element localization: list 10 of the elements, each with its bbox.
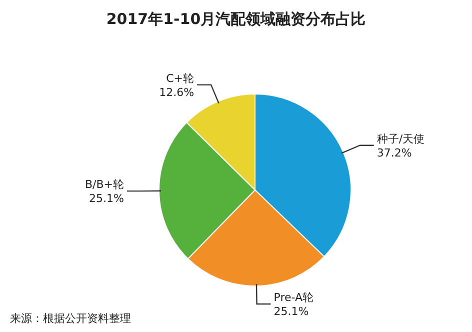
slice-label: B/B+轮 bbox=[84, 178, 124, 192]
data-label: 25.1% bbox=[274, 304, 309, 318]
slice-label: C+轮 bbox=[166, 72, 194, 85]
source-note: 来源：根据公开资料整理 bbox=[10, 312, 131, 325]
data-label: 37.2% bbox=[376, 146, 412, 160]
slice-label: 种子/天使 bbox=[376, 132, 425, 146]
data-label: 12.6% bbox=[159, 86, 194, 99]
slice-label: Pre-A轮 bbox=[274, 290, 314, 304]
chart-title: 2017年1-10月汽配领域融资分布占比 bbox=[106, 10, 366, 28]
data-label: 25.1% bbox=[89, 192, 124, 206]
